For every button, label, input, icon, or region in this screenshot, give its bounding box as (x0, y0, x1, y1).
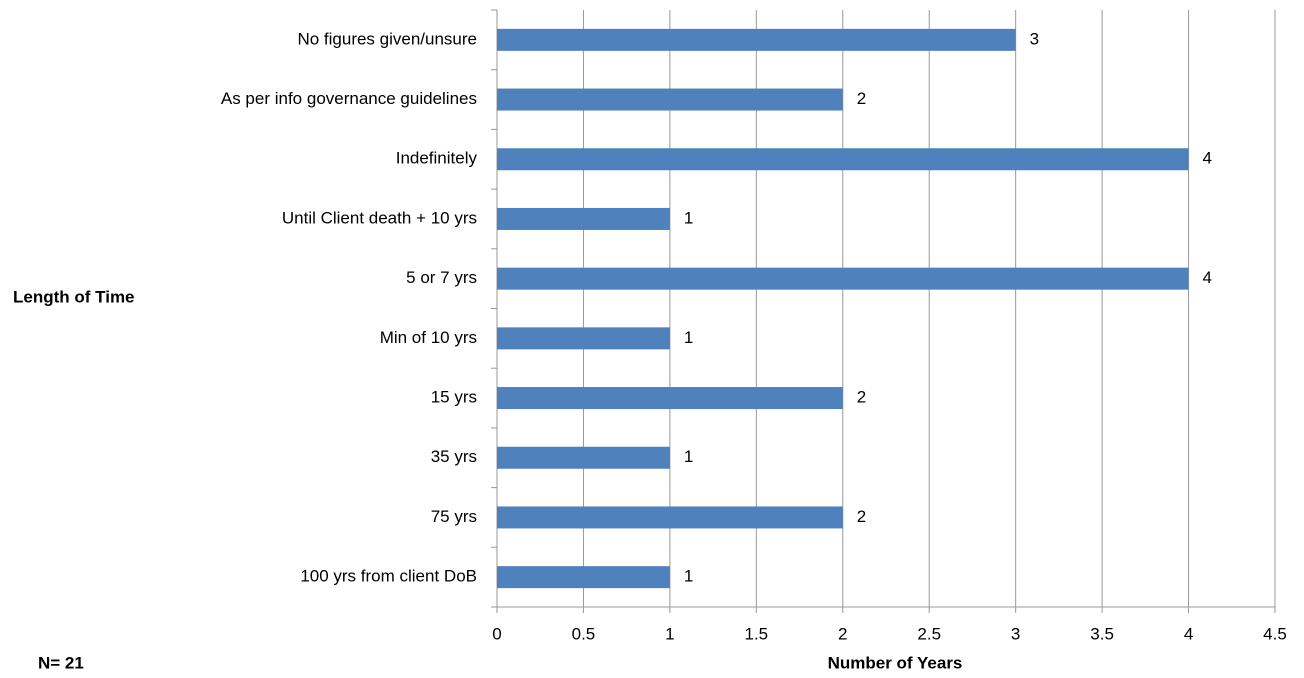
data-label: 2 (857, 89, 866, 108)
y-tick-label: No figures given/unsure (297, 29, 477, 48)
data-label: 2 (857, 507, 866, 526)
bar (497, 267, 1189, 290)
data-label: 2 (857, 388, 866, 407)
x-tick-label: 4.5 (1263, 624, 1287, 643)
y-tick-label: 5 or 7 yrs (406, 268, 477, 287)
bar (497, 506, 843, 529)
data-label: 1 (684, 567, 693, 586)
y-tick-label: Until Client death + 10 yrs (282, 208, 477, 227)
bar (497, 28, 1016, 51)
x-tick-label: 3.5 (1090, 624, 1114, 643)
bar (497, 387, 843, 410)
x-axis-label: Number of Years (828, 653, 963, 672)
y-tick-label: Min of 10 yrs (380, 328, 477, 347)
x-tick-label: 0 (492, 624, 501, 643)
data-label: 1 (684, 328, 693, 347)
x-tick-label: 4 (1184, 624, 1193, 643)
y-tick-label: 75 yrs (431, 507, 477, 526)
bar (497, 446, 670, 469)
y-tick-label: As per info governance guidelines (221, 89, 477, 108)
y-tick-label: Indefinitely (396, 149, 478, 168)
x-tick-label: 1 (665, 624, 674, 643)
x-tick-label: 1.5 (745, 624, 769, 643)
x-tick-label: 2.5 (917, 624, 941, 643)
y-tick-label: 35 yrs (431, 447, 477, 466)
y-tick-label: 100 yrs from client DoB (300, 567, 477, 586)
bar (497, 207, 670, 230)
data-label: 3 (1030, 29, 1039, 48)
bar (497, 566, 670, 589)
data-label: 1 (684, 208, 693, 227)
y-axis-label: Length of Time (13, 287, 135, 306)
data-label: 4 (1203, 268, 1212, 287)
y-tick-label: 15 yrs (431, 388, 477, 407)
x-tick-label: 0.5 (572, 624, 596, 643)
bar (497, 148, 1189, 171)
x-tick-label: 2 (838, 624, 847, 643)
data-label: 1 (684, 447, 693, 466)
annotation: N= 21 (38, 653, 84, 672)
data-label: 4 (1203, 149, 1212, 168)
bar (497, 88, 843, 111)
bar (497, 327, 670, 350)
x-tick-label: 3 (1011, 624, 1020, 643)
